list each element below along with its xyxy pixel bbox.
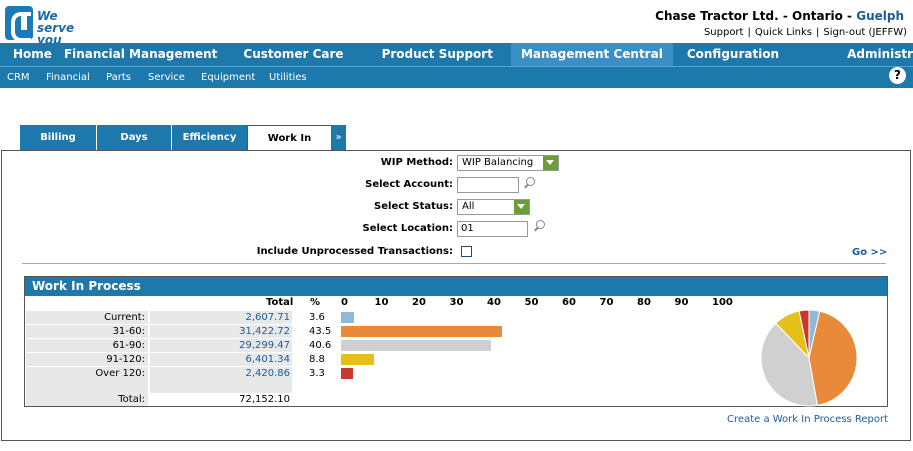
wip-bar [341,312,355,323]
wip-method-label: WIP Method: [380,157,453,168]
go-button[interactable]: Go >> [852,247,888,258]
account-input[interactable] [457,177,519,193]
tab-work-in-process[interactable]: Work In Process [247,125,332,169]
subnav-utilities[interactable]: Utilities [269,72,307,83]
quick-links-link[interactable]: Quick Links [754,27,812,38]
tab-billing[interactable]: Billing [20,125,97,150]
support-link[interactable]: Support [703,27,744,38]
nav-customer-care[interactable]: Customer Care [243,47,344,61]
row-label: 91-120: [26,353,148,366]
separator: | [816,27,820,38]
row-pct: 8.8 [309,354,325,365]
subnav-equipment[interactable]: Equipment [201,72,256,83]
col-total-header: Total [266,297,294,308]
status-value: All [462,201,475,212]
blank-row-total [150,380,292,393]
axis-tick-label: 10 [374,297,389,308]
grand-total: 72,152.10 [239,394,290,405]
axis-tick-label: 100 [712,297,733,308]
axis-tick-label: 90 [674,297,689,308]
row-label: Over 120: [26,367,148,380]
location-input[interactable]: 01 [457,221,528,237]
unprocessed-label: Include Unprocessed Transactions: [256,246,453,257]
row-total-link[interactable]: 2,420.86 [150,367,292,380]
wip-bar [341,368,354,379]
sub-nav: CRM Financial Parts Service Equipment Ut… [0,66,913,88]
wip-section: Work In Process [24,276,888,407]
axis-tick-label: 30 [449,297,464,308]
pie-slice [808,310,858,406]
subnav-crm[interactable]: CRM [7,72,30,83]
wip-method-select[interactable]: WIP Balancing [457,155,559,171]
help-icon[interactable]: ? [889,67,906,84]
search-icon[interactable] [533,220,545,232]
row-pct: 3.6 [309,312,325,323]
company-logo: We serve you right! [5,6,93,58]
wip-bar [341,340,492,351]
chevron-down-icon [514,200,529,214]
row-total-link[interactable]: 29,299.47 [150,339,292,352]
status-select[interactable]: All [457,199,530,215]
subnav-parts[interactable]: Parts [106,72,131,83]
nav-home[interactable]: Home [13,47,52,61]
main-nav: Home Financial Management Customer Care … [0,43,913,66]
unprocessed-checkbox[interactable] [461,246,472,257]
location-link[interactable]: Guelph [856,9,904,23]
pie-slice [798,309,810,359]
row-pct: 40.6 [309,340,332,351]
row-label: 61-90: [26,339,148,352]
axis-tick-label: 70 [599,297,614,308]
tab-scroll-right-icon[interactable]: » [331,125,346,150]
location-label: Select Location: [362,223,454,234]
wip-section-title: Work In Process [25,277,887,296]
company-title: Chase Tractor Ltd. - Ontario - Guelph [655,9,904,23]
nav-management-central[interactable]: Management Central [510,43,673,66]
wip-method-value: WIP Balancing [462,157,534,168]
nav-financial-management[interactable]: Financial Management [63,47,218,61]
nav-administration[interactable]: Administration [847,47,913,61]
axis-tick-label: 20 [412,297,426,308]
company-name: Chase Tractor Ltd. - Ontario - [655,9,857,23]
axis-tick-label: 80 [637,297,651,308]
axis-tick-label: 0 [341,297,348,308]
logo-line1: We serve [37,9,75,35]
wip-bar [341,354,374,365]
tab-days[interactable]: Days [97,125,172,150]
row-total-link[interactable]: 2,607.71 [150,311,292,324]
top-links: Support | Quick Links | Sign-out (JEFFW) [704,27,907,38]
blank-row-label [26,380,148,393]
nav-configuration[interactable]: Configuration [686,47,780,61]
wip-bar [341,326,502,337]
wip-pie-chart [760,309,858,407]
status-label: Select Status: [374,201,453,212]
logo-badge-icon [5,6,33,42]
chevron-down-icon [543,156,558,170]
pie-slice [760,322,818,407]
row-pct: 3.3 [309,368,325,379]
account-label: Select Account: [365,179,453,190]
row-label: Current: [26,311,148,324]
row-label: 31-60: [26,325,148,338]
separator: | [747,27,751,38]
axis-tick-label: 50 [524,297,539,308]
row-pct: 43.5 [309,326,332,337]
row-total-link[interactable]: 6,401.34 [150,353,292,366]
sign-out-link[interactable]: Sign-out (JEFFW) [823,27,907,38]
nav-product-support[interactable]: Product Support [381,47,493,61]
axis-tick-label: 60 [562,297,576,308]
axis-tick-label: 40 [487,297,501,308]
divider [22,263,886,264]
subnav-service[interactable]: Service [148,72,185,83]
total-label: Total: [26,393,148,406]
row-total-link[interactable]: 31,422.72 [150,325,292,338]
create-report-link[interactable]: Create a Work In Process Report [727,414,888,425]
subnav-financial[interactable]: Financial [46,72,90,83]
col-pct-header: % [310,297,321,308]
tab-efficiency[interactable]: Efficiency [172,125,248,150]
search-icon[interactable] [523,177,535,189]
